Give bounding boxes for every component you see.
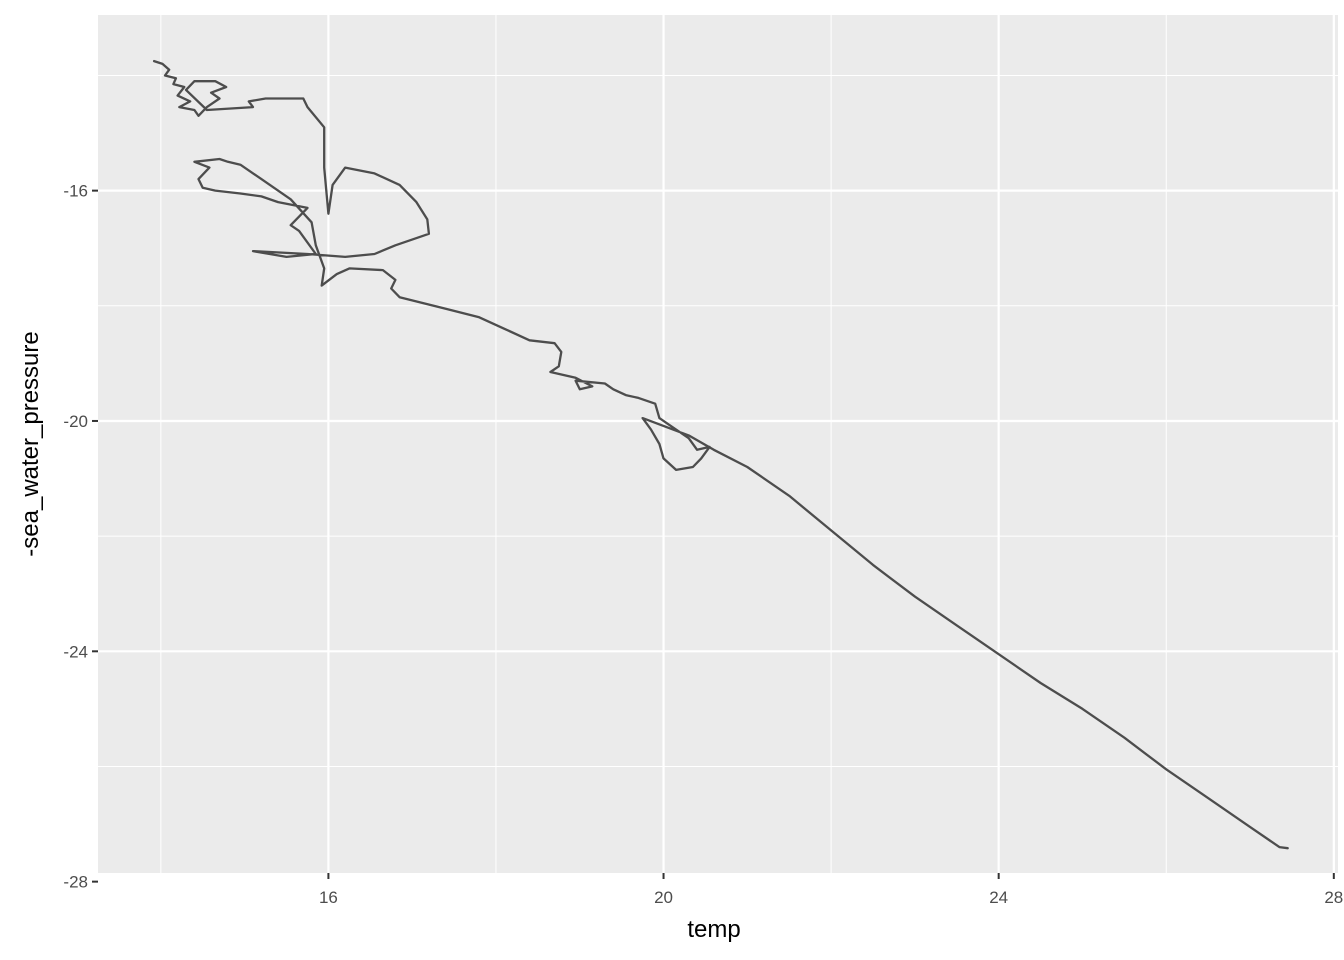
y-axis-title: -sea_water_pressure bbox=[17, 331, 44, 556]
series-layer bbox=[152, 59, 1289, 850]
x-tick-label: 28 bbox=[1324, 888, 1343, 907]
x-tick-label: 16 bbox=[319, 888, 338, 907]
x-axis-title: temp bbox=[687, 916, 740, 943]
y-axis: -16 -20 -24 -28 bbox=[63, 182, 98, 892]
y-tick-label: -24 bbox=[63, 642, 88, 661]
x-tick-label: 20 bbox=[654, 888, 673, 907]
x-axis: 16 20 24 28 bbox=[319, 873, 1343, 907]
series-line bbox=[152, 59, 1289, 850]
y-tick-label: -16 bbox=[63, 182, 88, 201]
y-tick-label: -28 bbox=[63, 873, 88, 892]
major-gridlines bbox=[98, 15, 1338, 883]
minor-gridlines bbox=[98, 15, 1338, 873]
x-tick-label: 24 bbox=[989, 888, 1008, 907]
y-tick-label: -20 bbox=[63, 412, 88, 431]
panel-background bbox=[98, 15, 1338, 873]
